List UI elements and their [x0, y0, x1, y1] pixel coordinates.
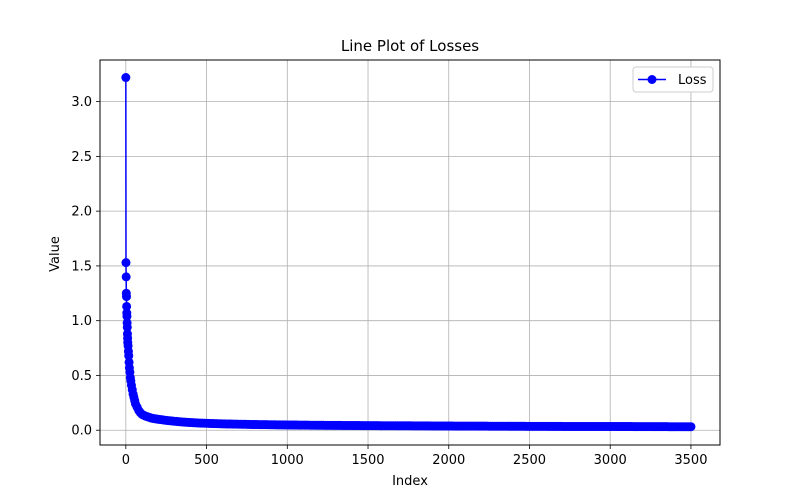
x-axis-label: Index [392, 474, 428, 489]
data-point [121, 258, 131, 268]
y-tick-label: 0.0 [71, 424, 92, 439]
x-tick-label: 0 [122, 453, 130, 468]
axis-ticks: 0 500 1000 1500 2000 2500 3000 3500 0.0 0.5 1.0 1.5… [71, 95, 707, 468]
data-point [686, 422, 696, 432]
x-tick-label: 3000 [594, 453, 627, 468]
y-tick-label: 2.5 [71, 150, 92, 165]
x-tick-label: 2500 [513, 453, 546, 468]
chart-title: Line Plot of Losses [341, 37, 479, 55]
x-tick-label: 1500 [351, 453, 384, 468]
legend-marker [647, 75, 657, 84]
data-point [121, 272, 131, 282]
data-point [122, 311, 132, 321]
x-tick-label: 2000 [432, 453, 465, 468]
series-line-loss [125, 77, 691, 428]
data-point [122, 301, 132, 311]
x-tick-label: 500 [194, 453, 219, 468]
series-loss [121, 73, 696, 432]
data-point [124, 351, 134, 361]
y-tick-label: 1.0 [71, 314, 92, 329]
x-tick-label: 1000 [271, 453, 304, 468]
y-axis-label: Value [48, 236, 63, 272]
y-tick-label: 0.5 [71, 369, 92, 384]
x-tick-label: 3500 [674, 453, 707, 468]
legend-label-loss: Loss [678, 73, 707, 88]
legend: Loss [632, 66, 714, 93]
data-point [122, 322, 132, 332]
data-point [121, 292, 131, 302]
y-tick-label: 1.5 [71, 259, 92, 274]
y-tick-label: 3.0 [71, 95, 92, 110]
y-tick-label: 2.0 [71, 205, 92, 220]
grid-lines [100, 60, 720, 445]
plot-frame [99, 59, 721, 446]
legend-box [632, 66, 714, 93]
data-point [121, 73, 131, 83]
